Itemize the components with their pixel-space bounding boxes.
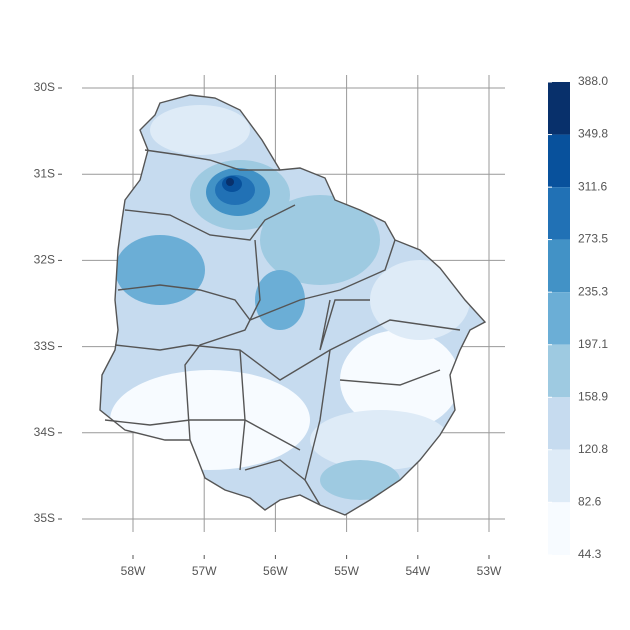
legend-swatch: [548, 82, 570, 135]
lon-label: 53W: [477, 564, 502, 578]
legend-label: 197.1: [578, 337, 608, 351]
lon-label: 54W: [405, 564, 430, 578]
legend-swatch: [548, 134, 570, 188]
legend-swatch: [548, 187, 570, 240]
legend-swatch: [548, 397, 570, 450]
legend-swatch: [548, 344, 570, 398]
legend-label: 120.8: [578, 442, 608, 456]
lat-label: 31S: [34, 166, 55, 180]
lat-label: 32S: [34, 253, 55, 267]
legend-label: 349.8: [578, 127, 608, 141]
legend-label: 388.0: [578, 74, 608, 88]
lat-label: 33S: [34, 339, 55, 353]
legend-label: 158.9: [578, 389, 608, 403]
lon-label: 57W: [192, 564, 217, 578]
legend-label: 44.3: [578, 547, 602, 561]
lat-label: 35S: [34, 511, 55, 525]
lat-label: 30S: [34, 80, 55, 94]
legend-swatch: [548, 449, 570, 503]
legend: 388.0 349.8 311.6 273.5 235.3 197.1 158.9 120.8…: [548, 74, 608, 561]
lon-label: 58W: [121, 564, 146, 578]
lon-label: 56W: [263, 564, 288, 578]
lat-label: 34S: [34, 425, 55, 439]
legend-swatch: [548, 239, 570, 293]
legend-swatch: [548, 502, 570, 555]
legend-label: 311.6: [578, 179, 607, 193]
legend-swatch: [548, 292, 570, 345]
country: [99, 94, 487, 516]
legend-label: 82.6: [578, 494, 602, 508]
legend-label: 273.5: [578, 232, 608, 246]
legend-label: 235.3: [578, 284, 608, 298]
lon-label: 55W: [334, 564, 359, 578]
